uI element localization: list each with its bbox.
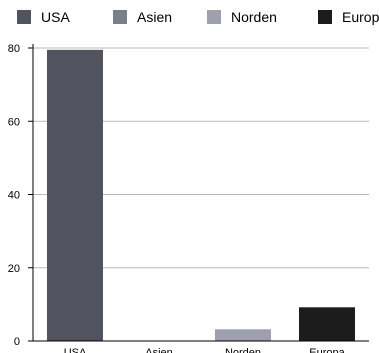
bar-usa [47,49,103,342]
legend-label-usa: USA [41,9,70,25]
legend-label-norden: Norden [231,9,277,25]
legend-swatch-asien [113,10,127,24]
y-tick-label-80: 80 [8,43,20,55]
x-tick-label-asien: Asien [145,347,173,353]
legend-swatch-usa [17,10,31,24]
bar-europa [299,307,355,341]
chart-legend: USA Asien Norden Europa [0,0,379,36]
x-tick-label-europa: Europa [309,347,345,353]
legend-label-europa: Europa [342,9,379,25]
y-tick-label-60: 60 [8,116,20,128]
legend-label-asien: Asien [137,9,173,25]
legend-swatch-norden [207,10,221,24]
bars [47,49,355,342]
x-tick-labels: USA Asien Norden Europa [64,347,346,353]
x-tick-label-norden: Norden [225,347,261,353]
y-tick-label-40: 40 [8,190,20,202]
y-tick-label-0: 0 [14,336,20,348]
bar-norden [215,329,271,341]
legend-swatch-europa [318,10,332,24]
y-tick-labels: 0 20 40 60 80 [8,43,20,348]
x-tick-label-usa: USA [64,347,87,353]
axes [28,44,369,342]
y-tick-label-20: 20 [8,263,20,275]
